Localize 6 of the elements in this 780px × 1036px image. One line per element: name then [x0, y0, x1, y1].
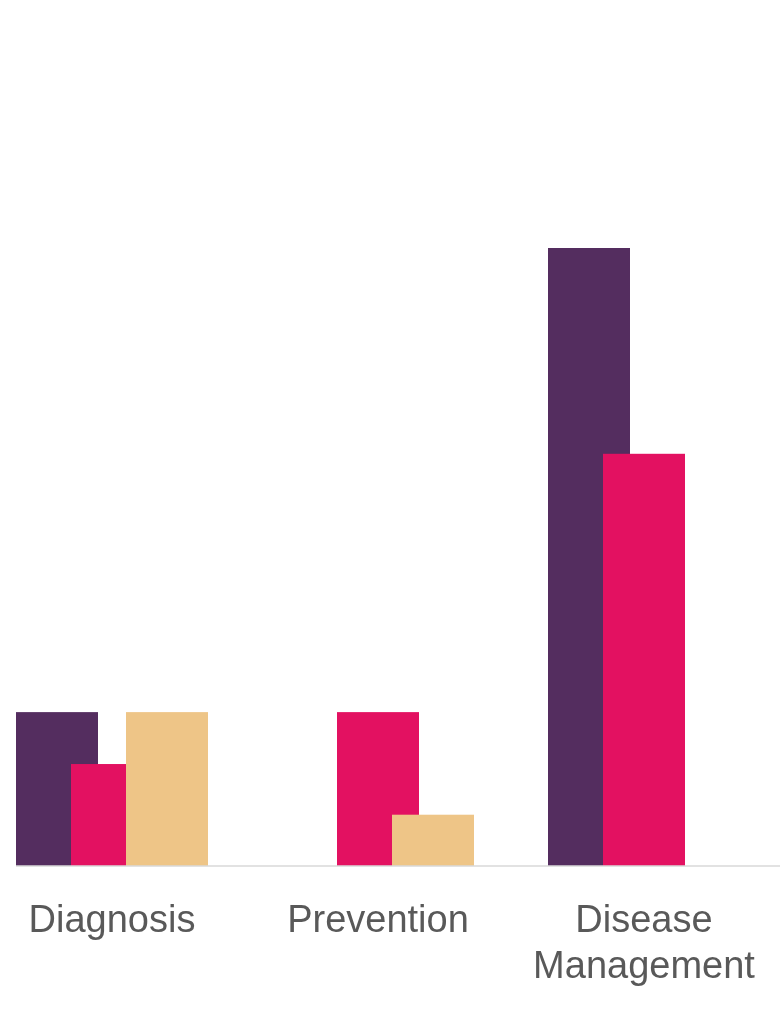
x-tick-label: Prevention [287, 898, 469, 940]
bar [126, 712, 208, 866]
bar [603, 453, 685, 866]
x-tick-label: Disease Management [533, 898, 756, 986]
x-tick-label: Diagnosis [28, 898, 196, 940]
bar [392, 814, 474, 866]
